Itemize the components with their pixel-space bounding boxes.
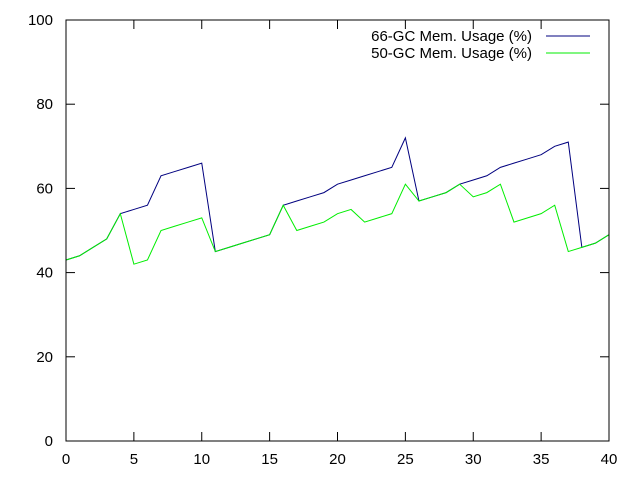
y-tick-label: 0: [45, 433, 53, 450]
y-tick-label: 40: [36, 265, 53, 282]
y-tick-label: 60: [36, 180, 53, 197]
y-tick-label: 100: [28, 12, 53, 29]
x-tick-label: 15: [261, 451, 278, 468]
x-tick-label: 20: [329, 451, 346, 468]
y-tick-label: 20: [36, 349, 53, 366]
series-line-2: [65, 183, 610, 265]
x-tick-label: 10: [193, 451, 210, 468]
legend: 66-GC Mem. Usage (%)50-GC Mem. Usage (%): [371, 28, 590, 62]
x-tick-label: 0: [62, 451, 70, 468]
x-tick-label: 40: [601, 451, 618, 468]
x-tick-label: 25: [397, 451, 414, 468]
legend-label-2: 50-GC Mem. Usage (%): [371, 45, 532, 62]
series-line-1: [65, 136, 610, 261]
axes-layer: 0 20 40 60 80 100 0 5 10 15 20 25 30 35 40: [28, 12, 617, 468]
x-tick-label: 30: [465, 451, 482, 468]
x-tick-label: 35: [533, 451, 550, 468]
series-layer: [65, 136, 610, 265]
legend-label-1: 66-GC Mem. Usage (%): [371, 28, 532, 45]
x-tick-label: 5: [130, 451, 138, 468]
y-tick-label: 80: [36, 96, 53, 113]
